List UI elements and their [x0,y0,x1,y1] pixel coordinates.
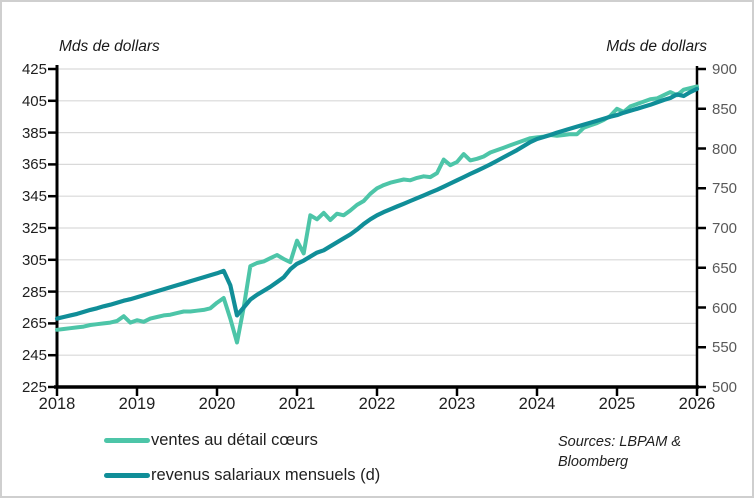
left-axis-tick-label: 365 [21,156,47,174]
legend-item-revenus: revenus salariaux mensuels (d) [104,466,380,485]
left-axis-tick-label: 425 [21,61,47,78]
left-axis-tick-label: 285 [21,283,47,301]
legend-swatch-revenus [104,473,150,478]
x-axis-tick-label: 2018 [38,395,76,413]
left-axis-tick-label: 345 [21,188,47,206]
right-axis-tick-label: 850 [712,100,738,118]
x-axis-tick-label: 2026 [678,395,716,413]
x-axis-tick-label: 2022 [358,395,396,413]
right-axis-tick-label: 600 [712,299,738,317]
legend-swatch-ventes [104,438,150,443]
right-axis-tick-label: 800 [712,140,738,158]
right-axis-tick-label: 550 [712,339,738,357]
left-axis-tick-label: 265 [21,315,47,333]
left-axis-tick-label: 305 [21,251,47,269]
right-axis-tick-label: 900 [712,61,738,78]
right-axis-tick-label: 650 [712,259,738,277]
left-axis-tick-label: 405 [21,92,47,110]
sources-note: Sources: LBPAM & Bloomberg [558,434,682,471]
ventes-line-series [55,84,699,345]
right-axis-tick-label: 500 [712,379,738,396]
right-axis-tick-label: 700 [712,220,738,237]
left-axis-tick-label: 385 [21,124,47,142]
legend-item-ventes: ventes au détail cœurs [104,431,318,450]
x-axis-tick-label: 2024 [518,395,556,413]
x-axis-tick-label: 2020 [198,395,236,413]
legend-label-ventes: ventes au détail cœurs [151,431,318,449]
x-axis-tick-label: 2025 [598,395,636,413]
revenus-line-series [54,86,700,321]
x-axis-tick-label: 2023 [438,395,476,413]
left-axis-tick-label: 325 [21,220,47,237]
x-axis-tick-label: 2019 [118,395,156,413]
x-axis-tick-label: 2021 [278,395,316,413]
left-axis-tick-label: 245 [21,347,47,365]
right-axis-tick-label: 750 [712,180,738,198]
legend-label-revenus: revenus salariaux mensuels (d) [151,466,381,484]
left-axis-title: Mds de dollars [59,38,160,55]
right-axis-title: Mds de dollars [606,38,707,55]
left-axis-tick-label: 225 [21,379,47,396]
